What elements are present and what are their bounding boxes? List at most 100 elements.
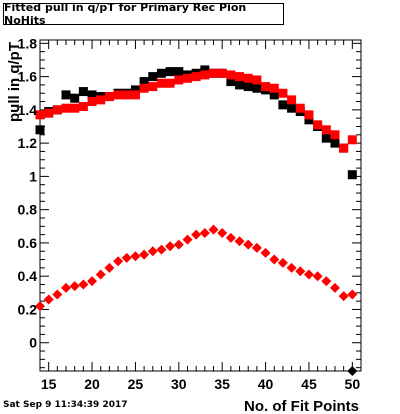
data-point-series-2 xyxy=(261,82,271,92)
data-point-series-1 xyxy=(35,125,45,135)
data-point-series-1 xyxy=(139,77,149,87)
data-point-series-1 xyxy=(226,77,236,87)
data-point-series-1 xyxy=(278,100,288,110)
data-point-series-3 xyxy=(35,301,45,312)
data-point-series-1 xyxy=(200,65,210,75)
data-point-series-3 xyxy=(234,236,245,247)
data-point-series-3 xyxy=(286,262,297,273)
data-point-series-2 xyxy=(130,90,140,100)
data-point-series-3 xyxy=(295,266,306,277)
data-point-series-2 xyxy=(313,120,323,130)
data-point-series-3 xyxy=(61,282,72,293)
data-point-series-2 xyxy=(209,68,219,78)
data-point-series-2 xyxy=(252,75,262,85)
data-point-series-2 xyxy=(70,103,80,113)
data-point-series-1 xyxy=(156,68,166,78)
data-point-series-3 xyxy=(139,249,150,260)
data-point-series-3 xyxy=(95,269,106,280)
data-point-series-2 xyxy=(330,130,340,140)
data-point-series-1 xyxy=(87,90,97,100)
data-point-series-3 xyxy=(217,227,228,238)
data-point-series-2 xyxy=(235,72,245,82)
data-point-series-3 xyxy=(303,269,314,280)
data-point-series-3 xyxy=(251,242,262,253)
data-point-series-3 xyxy=(87,276,98,287)
data-point-series-3 xyxy=(338,291,349,302)
data-point-series-3 xyxy=(269,254,280,265)
data-point-series-1 xyxy=(78,87,88,97)
x-tick-label: 15 xyxy=(41,376,57,392)
data-point-series-3 xyxy=(43,294,54,305)
plot-frame xyxy=(39,39,362,372)
data-point-series-3 xyxy=(147,246,158,257)
data-point-series-3 xyxy=(225,232,236,243)
data-point-series-2 xyxy=(52,105,62,115)
data-point-series-3 xyxy=(329,282,340,293)
y-tick-label: 0.4 xyxy=(18,268,38,284)
data-point-series-2 xyxy=(61,103,71,113)
data-point-series-2 xyxy=(269,83,279,93)
timestamp: Sat Sep 9 11:34:39 2017 xyxy=(3,400,128,410)
data-point-series-3 xyxy=(69,281,80,292)
data-point-series-3 xyxy=(104,262,115,273)
y-tick-label: 1 xyxy=(29,168,37,184)
data-point-series-2 xyxy=(304,110,314,120)
data-point-series-2 xyxy=(287,95,297,105)
data-point-series-1 xyxy=(165,67,175,77)
data-point-series-2 xyxy=(44,108,54,118)
data-point-series-1 xyxy=(347,170,357,180)
data-point-series-1 xyxy=(287,103,297,113)
x-tick-label: 50 xyxy=(345,376,361,392)
x-tick-label: 30 xyxy=(171,376,187,392)
data-point-series-3 xyxy=(312,271,323,282)
y-tick-label: 1.6 xyxy=(18,69,38,85)
data-point-series-2 xyxy=(339,143,349,153)
data-point-series-2 xyxy=(96,95,106,105)
data-point-series-1 xyxy=(330,138,340,148)
data-point-series-3 xyxy=(78,279,89,290)
data-point-series-3 xyxy=(113,256,124,267)
data-point-series-2 xyxy=(113,90,123,100)
data-point-series-2 xyxy=(295,103,305,113)
data-point-series-1 xyxy=(304,115,314,125)
data-point-series-3 xyxy=(191,229,202,240)
data-point-series-2 xyxy=(217,68,227,78)
y-axis-title: pull in q/pT xyxy=(6,42,23,122)
data-point-series-1 xyxy=(130,85,140,95)
data-point-series-3 xyxy=(156,244,167,255)
data-point-series-1 xyxy=(269,90,279,100)
data-point-series-2 xyxy=(156,78,166,88)
data-point-series-1 xyxy=(243,82,253,92)
data-point-series-1 xyxy=(148,72,158,82)
data-point-series-2 xyxy=(347,135,357,145)
data-point-series-3 xyxy=(182,234,193,245)
x-tick-label: 40 xyxy=(258,376,274,392)
data-point-series-2 xyxy=(87,97,97,107)
data-point-series-3 xyxy=(260,247,271,258)
data-point-series-2 xyxy=(321,125,331,135)
data-point-series-3 xyxy=(121,252,132,263)
data-point-series-2 xyxy=(122,90,132,100)
data-point-series-2 xyxy=(278,88,288,98)
data-point-series-2 xyxy=(174,75,184,85)
data-point-series-3 xyxy=(130,251,141,262)
x-tick-label: 35 xyxy=(214,376,230,392)
data-point-series-3 xyxy=(173,239,184,250)
y-tick-label: 1.8 xyxy=(18,35,38,51)
data-point-series-2 xyxy=(148,82,158,92)
data-point-series-1 xyxy=(61,90,71,100)
data-point-series-2 xyxy=(200,70,210,80)
y-tick-label: 0.8 xyxy=(18,202,38,218)
chart-title: Fitted pull in q/pT for Primary Rec Pion… xyxy=(3,1,284,27)
x-tick-label: 20 xyxy=(84,376,100,392)
data-point-series-3 xyxy=(199,227,210,238)
y-tick-label: 1.2 xyxy=(18,135,38,151)
data-point-series-2 xyxy=(104,92,114,102)
data-point-series-3 xyxy=(165,241,176,252)
data-point-series-1 xyxy=(235,80,245,90)
data-point-series-2 xyxy=(139,83,149,93)
x-axis-title: No. of Fit Points xyxy=(244,398,359,414)
y-tick-label: 1.4 xyxy=(18,102,38,118)
data-point-series-3 xyxy=(208,224,219,235)
